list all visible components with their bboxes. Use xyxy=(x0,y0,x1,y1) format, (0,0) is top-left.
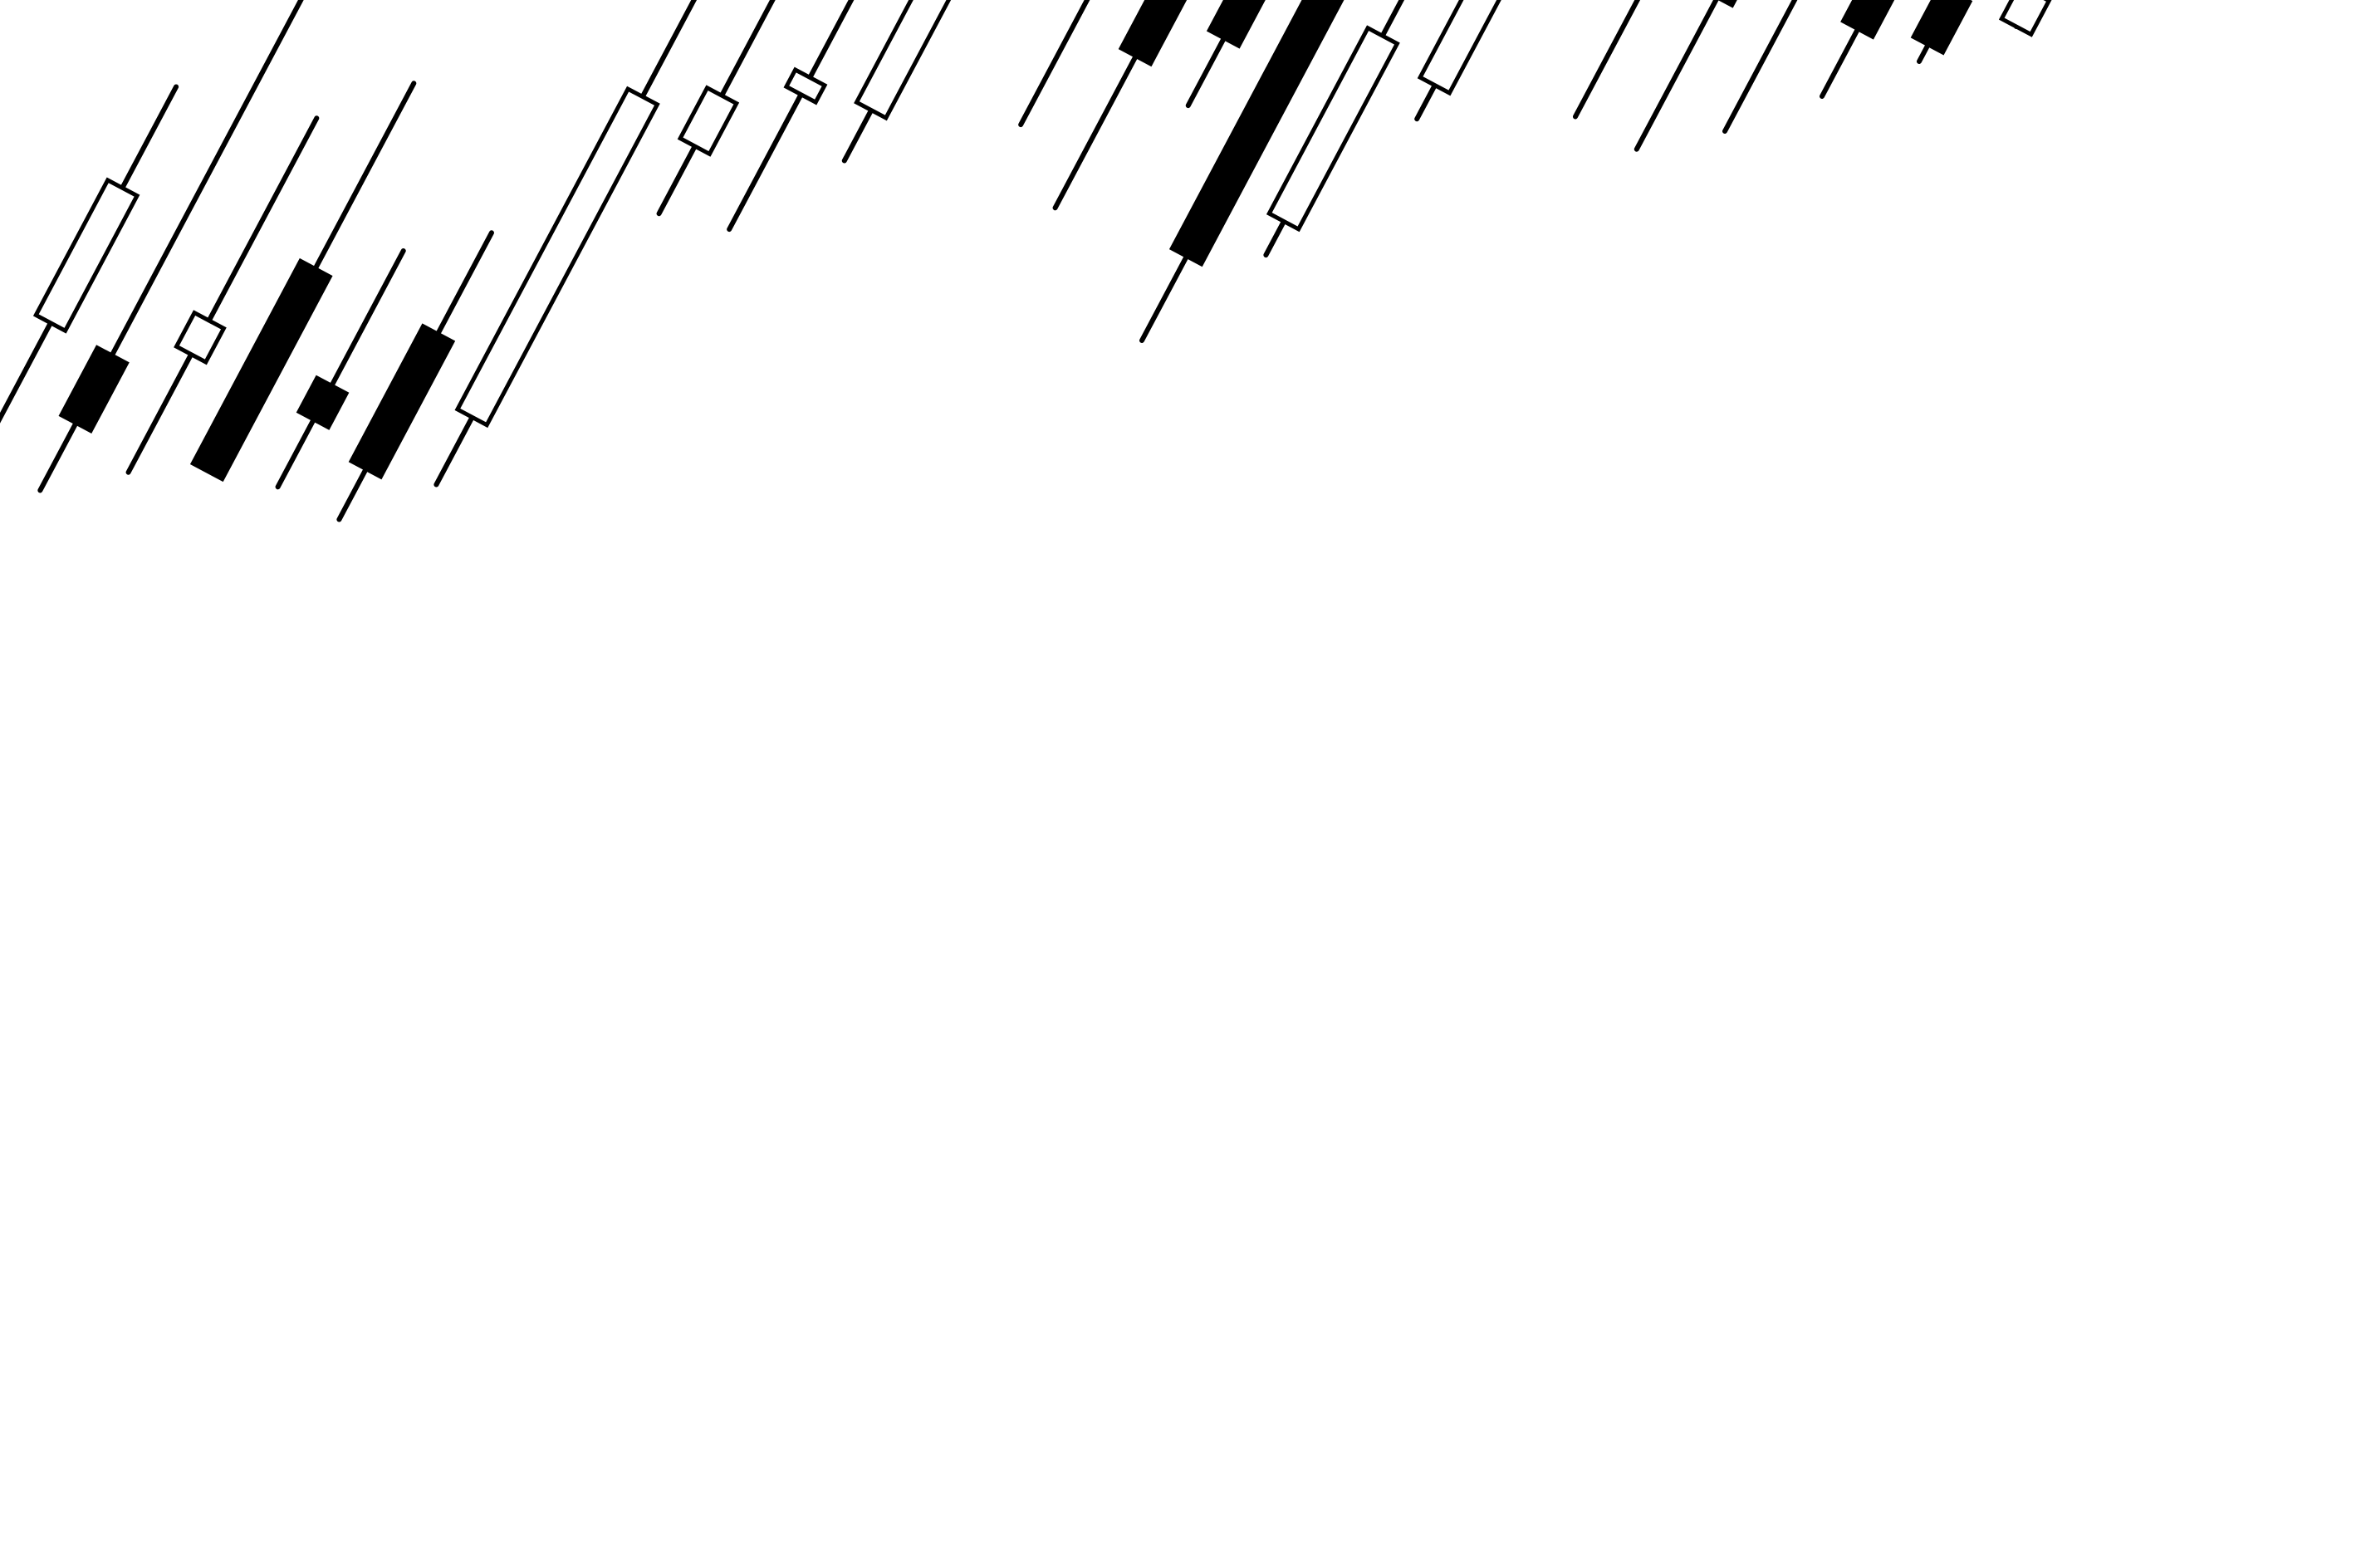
candle-wick xyxy=(275,247,406,490)
candle-wick xyxy=(1634,0,1719,152)
candle-16 xyxy=(1263,0,1405,258)
candle-21 xyxy=(1722,0,1798,134)
plot-area xyxy=(0,0,2052,522)
candle-19 xyxy=(1572,0,1641,120)
candle-2 xyxy=(37,0,304,493)
candle-body-down xyxy=(1206,0,1266,49)
candle-14 xyxy=(1185,0,1266,109)
candle-body-up xyxy=(174,310,227,365)
candle-body-up xyxy=(454,86,660,429)
candle-22 xyxy=(1820,0,1895,99)
candle-17 xyxy=(1414,0,1501,122)
candle-body-down xyxy=(1840,0,1895,40)
candle-5 xyxy=(275,247,406,490)
candle-body-down xyxy=(348,323,456,480)
candle-body-down xyxy=(1168,0,1345,267)
candle-13 xyxy=(1052,0,1188,211)
candle-body-down xyxy=(1118,0,1188,67)
candle-body-down xyxy=(1910,0,1973,56)
candle-body-up xyxy=(32,177,140,334)
candle-wick xyxy=(1820,0,1877,99)
candle-wick xyxy=(1722,0,1798,134)
candle-1 xyxy=(0,84,179,424)
candle-20 xyxy=(1634,0,1737,152)
candle-23 xyxy=(1910,0,1973,64)
candle-body-up xyxy=(783,66,828,105)
candle-10 xyxy=(841,0,952,164)
candle-24 xyxy=(1998,0,2052,37)
candle-body-up xyxy=(1266,25,1400,233)
candle-wick xyxy=(1018,0,1090,128)
candle-8 xyxy=(656,0,776,217)
candle-body-up xyxy=(1998,0,2052,37)
candle-9 xyxy=(727,0,855,233)
candle-wick xyxy=(1185,0,1247,109)
candle-body-up xyxy=(1417,0,1501,96)
candle-15 xyxy=(1139,0,1345,343)
candle-body-down xyxy=(189,257,333,483)
candle-12 xyxy=(1018,0,1090,128)
candle-wick xyxy=(125,115,320,475)
candle-body-up xyxy=(677,85,740,157)
candle-body-down xyxy=(58,345,130,434)
candle-4 xyxy=(189,81,417,483)
candle-wick xyxy=(1572,0,1641,120)
candle-body-down xyxy=(296,375,350,430)
candle-6 xyxy=(336,230,494,522)
candle-body-up xyxy=(854,0,952,121)
candle-body-down xyxy=(1717,0,1737,8)
candle-wick xyxy=(727,0,855,233)
candle-7 xyxy=(433,0,698,488)
candle-3 xyxy=(125,115,320,475)
